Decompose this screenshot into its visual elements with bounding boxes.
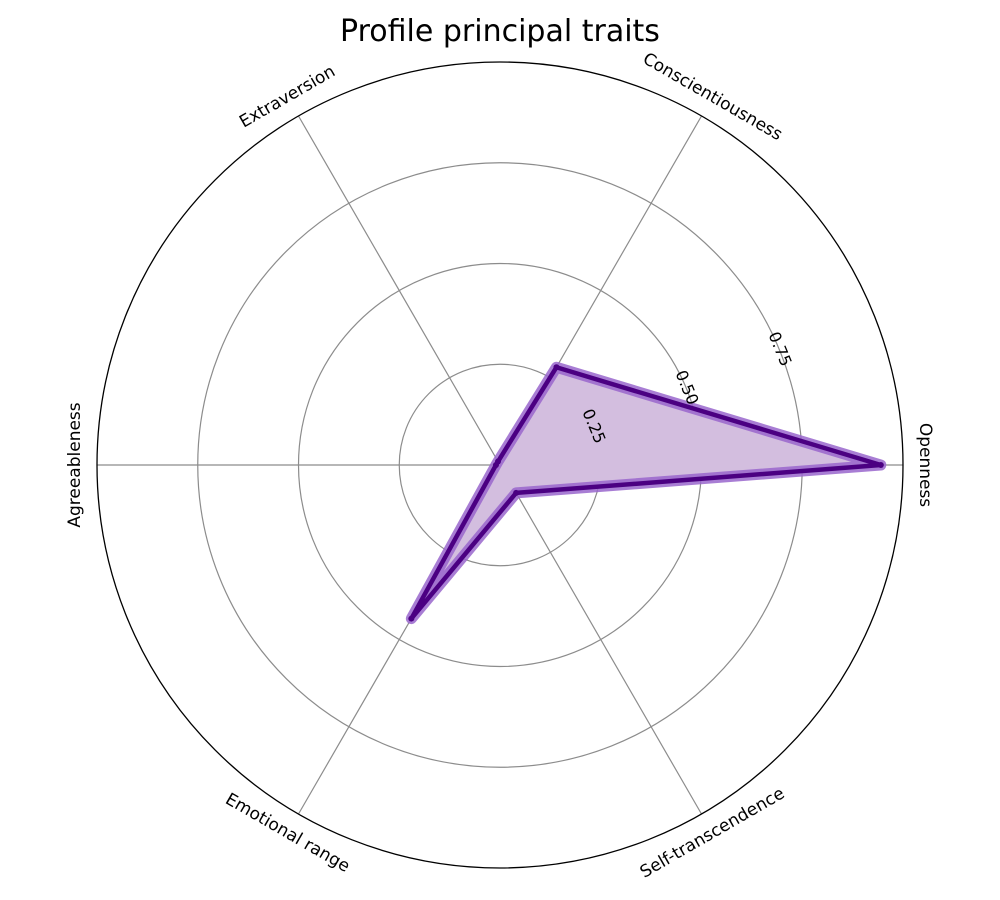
category-label-openness: Openness: [915, 423, 935, 507]
chart-title: Profile principal traits: [340, 14, 660, 49]
data-point-agreeableness: [492, 462, 499, 468]
category-label-self-transcendence: Self-transcendence: [637, 784, 788, 883]
data-point-openness: [877, 462, 884, 468]
category-label-conscientiousness: Conscientiousness: [639, 49, 786, 145]
data-point-self-transcendence: [513, 489, 520, 496]
category-label-emotional-range: Emotional range: [222, 789, 353, 876]
category-label-agreeableness: Agreeableness: [65, 402, 85, 527]
category-label-extraversion: Extraversion: [236, 61, 339, 132]
data-layer: [405, 361, 887, 625]
data-point-conscientiousness: [553, 364, 560, 371]
outer-frame: [96, 61, 904, 869]
data-point-emotional-range: [408, 615, 415, 622]
radial-tick-label: 0.75: [765, 329, 796, 369]
